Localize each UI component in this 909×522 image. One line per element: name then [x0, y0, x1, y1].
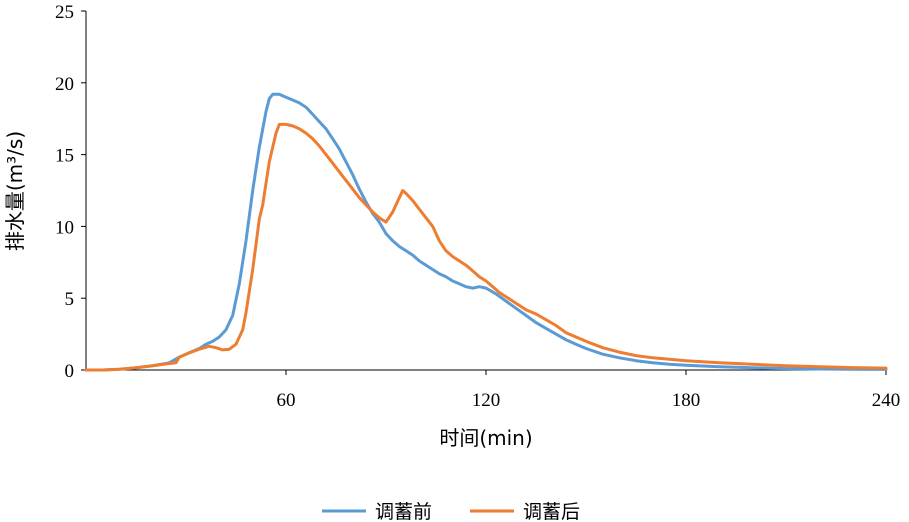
y-axis-title: 排水量(m³/s) [3, 131, 27, 251]
y-tick-label: 10 [55, 217, 74, 238]
series-line-2 [84, 122, 888, 372]
axes: 0 5 10 15 20 25 60 120 180 240 [55, 2, 900, 411]
x-tick-label: 240 [872, 390, 901, 411]
series-line-1 [84, 92, 888, 372]
x-tick-label: 180 [672, 390, 701, 411]
series-group [84, 92, 888, 372]
legend-label-1: 调蓄前 [375, 501, 432, 522]
y-tick-label: 25 [55, 2, 74, 23]
x-tick-label: 60 [277, 390, 296, 411]
legend-label-2: 调蓄后 [523, 501, 580, 522]
y-tick-label: 5 [65, 289, 75, 310]
x-axis-title: 时间(min) [439, 426, 532, 450]
y-tick-label: 20 [55, 74, 74, 95]
y-tick-label: 15 [55, 146, 74, 167]
legend: 调蓄前 调蓄后 [322, 501, 580, 522]
x-tick-label: 120 [472, 390, 501, 411]
y-tick-label: 0 [65, 361, 75, 382]
